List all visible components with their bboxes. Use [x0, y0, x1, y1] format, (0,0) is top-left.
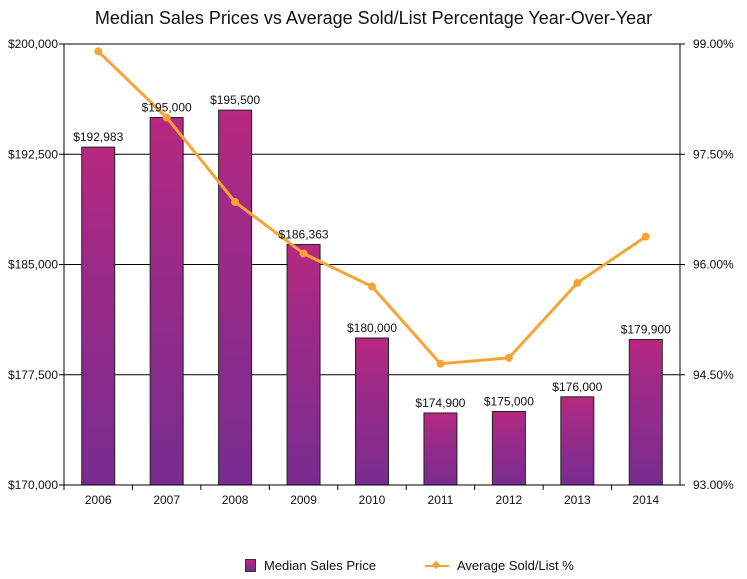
- line-point: [162, 113, 171, 122]
- legend: Median Sales Price Average Sold/List %: [0, 556, 747, 576]
- left-tick-label: $192,500: [8, 147, 58, 161]
- x-tick-label: 2011: [428, 493, 454, 507]
- legend-line-swatch: [425, 560, 449, 571]
- legend-item-median-sales-price: Median Sales Price: [245, 558, 376, 573]
- bar-value-label: $175,000: [484, 395, 534, 409]
- x-tick-label: 2010: [359, 493, 386, 507]
- line-point: [504, 353, 513, 362]
- legend-label: Average Sold/List %: [457, 558, 574, 573]
- bar-value-label: $180,000: [347, 321, 397, 335]
- right-tick-label: 99.00%: [693, 37, 734, 51]
- left-tick-label: $200,000: [8, 37, 58, 51]
- bar: [218, 109, 253, 486]
- bar-value-label: $186,363: [279, 227, 329, 241]
- x-tick-label: 2012: [496, 493, 523, 507]
- bar-value-label: $195,500: [210, 93, 260, 107]
- right-tick-label: 94.50%: [693, 368, 734, 382]
- legend-bar-swatch: [245, 559, 256, 572]
- legend-label: Median Sales Price: [264, 558, 376, 573]
- labels: $170,000 $177,500 $185,000 $192,500 $200,000…: [8, 37, 734, 507]
- line-series: [94, 47, 650, 368]
- line-point: [94, 47, 103, 56]
- x-tick-label: 2008: [222, 493, 249, 507]
- line-point: [641, 232, 650, 241]
- bar: [628, 338, 663, 486]
- bar-value-label: $195,000: [142, 101, 192, 115]
- bar: [560, 396, 595, 486]
- bar-value-label: $179,900: [621, 322, 671, 336]
- right-tick-label: 96.00%: [693, 258, 734, 272]
- x-tick-label: 2006: [85, 493, 112, 507]
- line-point: [573, 278, 582, 287]
- line-point: [436, 359, 445, 368]
- bar-value-label: $176,000: [552, 380, 602, 394]
- axes: [59, 43, 685, 490]
- right-tick-label: 93.00%: [693, 478, 734, 492]
- bar-value-label: $174,900: [415, 396, 465, 410]
- bar: [355, 337, 389, 486]
- left-tick-label: $185,000: [8, 258, 58, 272]
- chart-title: Median Sales Prices vs Average Sold/List…: [94, 8, 653, 28]
- bars: [81, 109, 663, 486]
- left-tick-label: $177,500: [8, 368, 58, 382]
- line-point: [231, 198, 240, 207]
- x-tick-label: 2013: [564, 493, 591, 507]
- bar-value-label: $192,983: [73, 130, 123, 144]
- bar: [423, 412, 458, 486]
- x-tick-label: 2009: [290, 493, 317, 507]
- bar: [81, 146, 116, 486]
- legend-item-average-sold-list: Average Sold/List %: [425, 558, 574, 573]
- bar: [149, 117, 184, 486]
- line-point: [368, 282, 376, 291]
- bar: [286, 243, 321, 486]
- left-tick-label: $170,000: [8, 478, 58, 492]
- right-tick-label: 97.50%: [693, 147, 734, 161]
- line-point: [299, 249, 308, 258]
- x-tick-label: 2014: [632, 493, 659, 507]
- x-tick-label: 2007: [153, 493, 180, 507]
- bar: [491, 411, 526, 486]
